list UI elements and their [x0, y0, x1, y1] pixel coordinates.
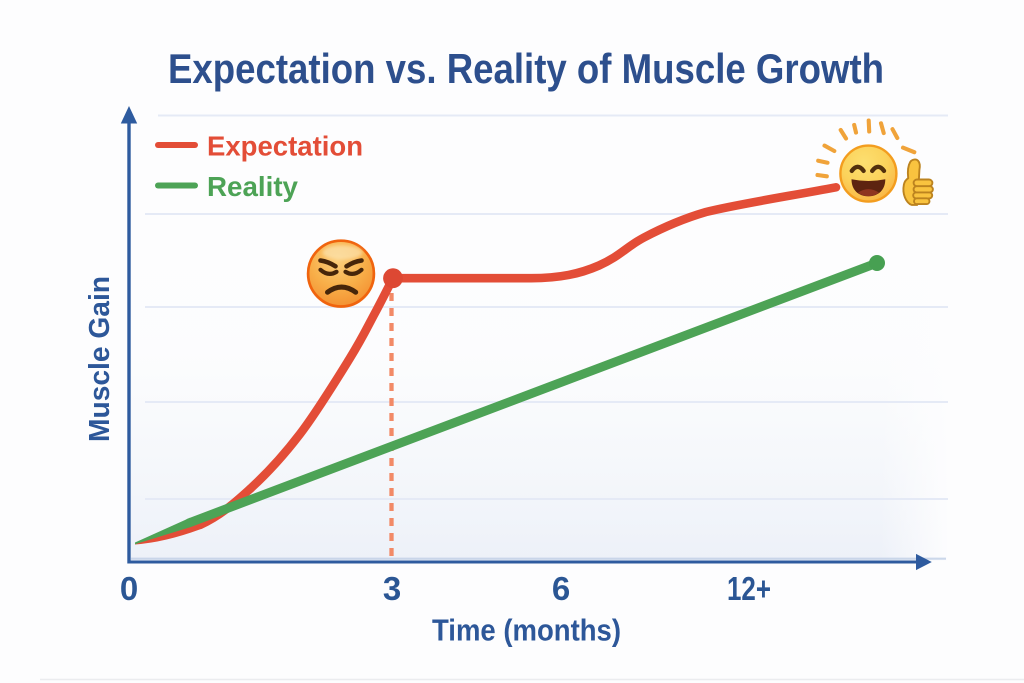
svg-text:Muscle Gain: Muscle Gain: [84, 276, 116, 442]
svg-text:Reality: Reality: [207, 171, 298, 202]
svg-text:12+: 12+: [727, 570, 771, 607]
svg-text:Expectation: Expectation: [207, 131, 363, 162]
svg-text:Time (months): Time (months): [432, 613, 621, 648]
svg-text:6: 6: [552, 570, 570, 607]
svg-text:0: 0: [120, 570, 138, 607]
svg-text:Expectation vs. Reality of Mus: Expectation vs. Reality of Muscle Growth: [168, 45, 884, 92]
svg-text:3: 3: [383, 570, 401, 607]
